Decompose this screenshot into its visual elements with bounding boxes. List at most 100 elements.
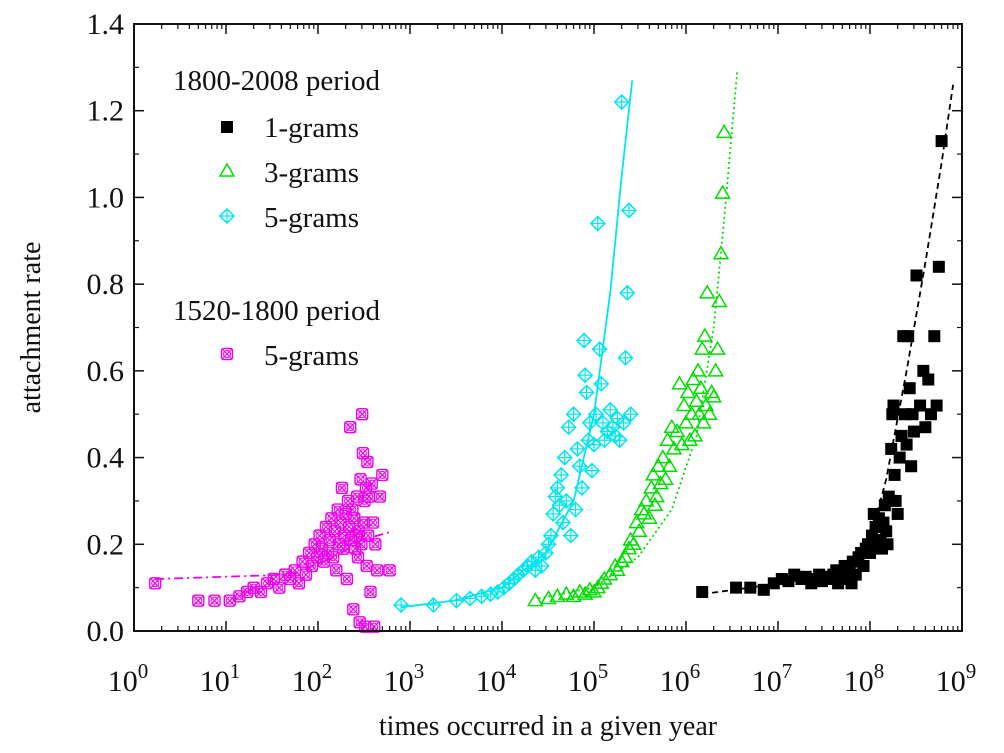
data-point (373, 490, 387, 503)
data-point (710, 292, 728, 308)
legend-group-title-1520-1800: 1520-1800 period (173, 295, 380, 327)
data-point (910, 269, 923, 282)
data-point (620, 540, 638, 555)
data-point (914, 399, 927, 412)
data-point (887, 399, 900, 412)
series-3-5-grams (149, 408, 396, 633)
x-tick-exponent: 4 (506, 659, 517, 683)
fit-line-5-grams-1520-1800- (155, 530, 394, 580)
data-point (688, 392, 705, 407)
data-point (686, 427, 704, 442)
data-point (617, 548, 634, 564)
data-point (661, 457, 678, 472)
data-point (677, 414, 695, 429)
data-point (698, 284, 716, 299)
data-point (208, 594, 221, 607)
data-point (613, 553, 631, 568)
data-point (657, 470, 674, 485)
data-point (649, 457, 667, 472)
data-points (149, 93, 948, 633)
data-point (888, 468, 901, 481)
data-point (880, 525, 893, 538)
data-point (668, 423, 686, 438)
data-point (361, 455, 374, 469)
data-point (326, 551, 340, 564)
data-point (889, 494, 902, 507)
data-point (648, 488, 665, 503)
y-tick-label: 0.4 (87, 442, 125, 475)
data-point (340, 572, 354, 586)
data-point (625, 535, 642, 551)
data-point (615, 414, 632, 431)
data-point (558, 492, 575, 509)
data-point (652, 475, 669, 490)
data-point (681, 431, 699, 446)
data-point (701, 405, 718, 420)
data-point (654, 449, 672, 464)
data-point (149, 577, 162, 590)
data-point (569, 440, 586, 457)
data-point (567, 501, 584, 518)
data-point (335, 481, 349, 495)
data-point (573, 479, 591, 496)
y-tick-label: 0.6 (87, 355, 125, 388)
x-tick-base: 10 (200, 665, 230, 698)
data-point (589, 579, 607, 594)
legend-label-5-grams: 5-grams (264, 202, 359, 234)
x-tick-label: 108 (844, 659, 885, 698)
data-point (705, 388, 723, 403)
legend-label-5-grams-1520-1800: 5-grams (264, 340, 359, 372)
data-point (684, 371, 702, 386)
data-point (448, 592, 465, 609)
data-point (697, 397, 715, 412)
fit-line-3-grams (538, 71, 739, 600)
data-point (611, 432, 628, 449)
data-point (609, 561, 626, 577)
data-point (565, 587, 582, 603)
data-point (744, 581, 757, 594)
x-tick-label: 105 (568, 659, 609, 698)
data-point (585, 583, 603, 598)
x-tick-exponent: 7 (782, 659, 793, 683)
x-tick-label: 106 (660, 659, 701, 698)
data-point (347, 603, 360, 616)
legend-marker-5-grams-1520-1800 (220, 347, 234, 361)
data-point (675, 397, 693, 412)
data-point (192, 594, 205, 607)
data-point (578, 384, 595, 401)
data-point (712, 245, 730, 260)
data-point (659, 431, 676, 446)
data-point (542, 527, 559, 544)
series-2-5-grams (393, 93, 639, 614)
data-point (692, 379, 710, 394)
data-point (589, 215, 606, 232)
legend-label-3-grams: 3-grams (264, 157, 359, 189)
data-point (630, 522, 648, 538)
data-point (620, 202, 638, 219)
data-point (881, 538, 894, 551)
data-point (930, 399, 943, 412)
legend-group-title-1800-2008: 1800-2008 period (173, 65, 380, 97)
data-point (571, 458, 588, 475)
data-point (583, 462, 601, 479)
x-tick-base: 10 (936, 665, 966, 698)
data-point (362, 490, 376, 503)
data-point (613, 93, 630, 111)
data-point (644, 466, 662, 481)
data-point (560, 419, 577, 436)
data-point (577, 367, 594, 384)
data-point (370, 564, 384, 577)
data-point (351, 551, 365, 564)
data-point (695, 414, 712, 429)
plot-frame (133, 23, 963, 632)
data-point (902, 330, 915, 343)
data-point (617, 349, 634, 366)
data-point (646, 496, 664, 512)
data-point (576, 332, 593, 349)
y-tick-label: 1.4 (87, 8, 125, 41)
data-point (730, 581, 743, 594)
data-point (273, 581, 286, 594)
y-tick-label: 1.0 (87, 181, 125, 214)
